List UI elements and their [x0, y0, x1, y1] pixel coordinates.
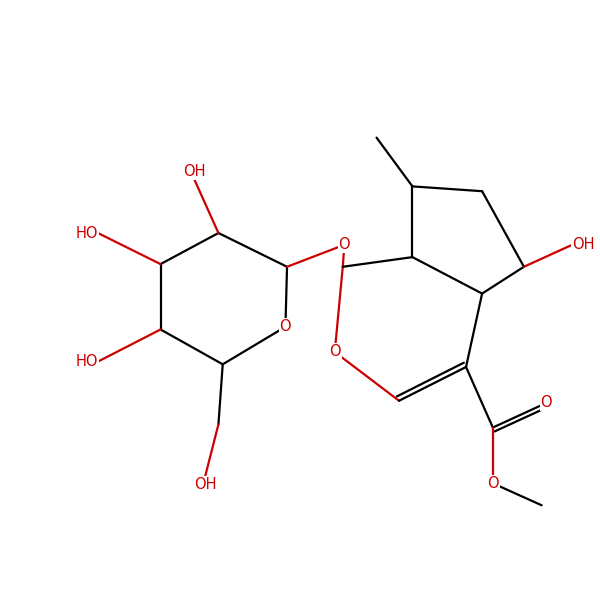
Text: OH: OH	[572, 237, 595, 252]
Text: O: O	[280, 319, 291, 334]
Text: O: O	[487, 476, 499, 491]
Text: HO: HO	[76, 226, 98, 241]
Text: HO: HO	[76, 354, 98, 369]
Text: OH: OH	[183, 164, 206, 179]
Text: O: O	[541, 395, 552, 410]
Text: O: O	[338, 237, 350, 252]
Text: OH: OH	[194, 477, 216, 492]
Text: O: O	[329, 344, 341, 359]
